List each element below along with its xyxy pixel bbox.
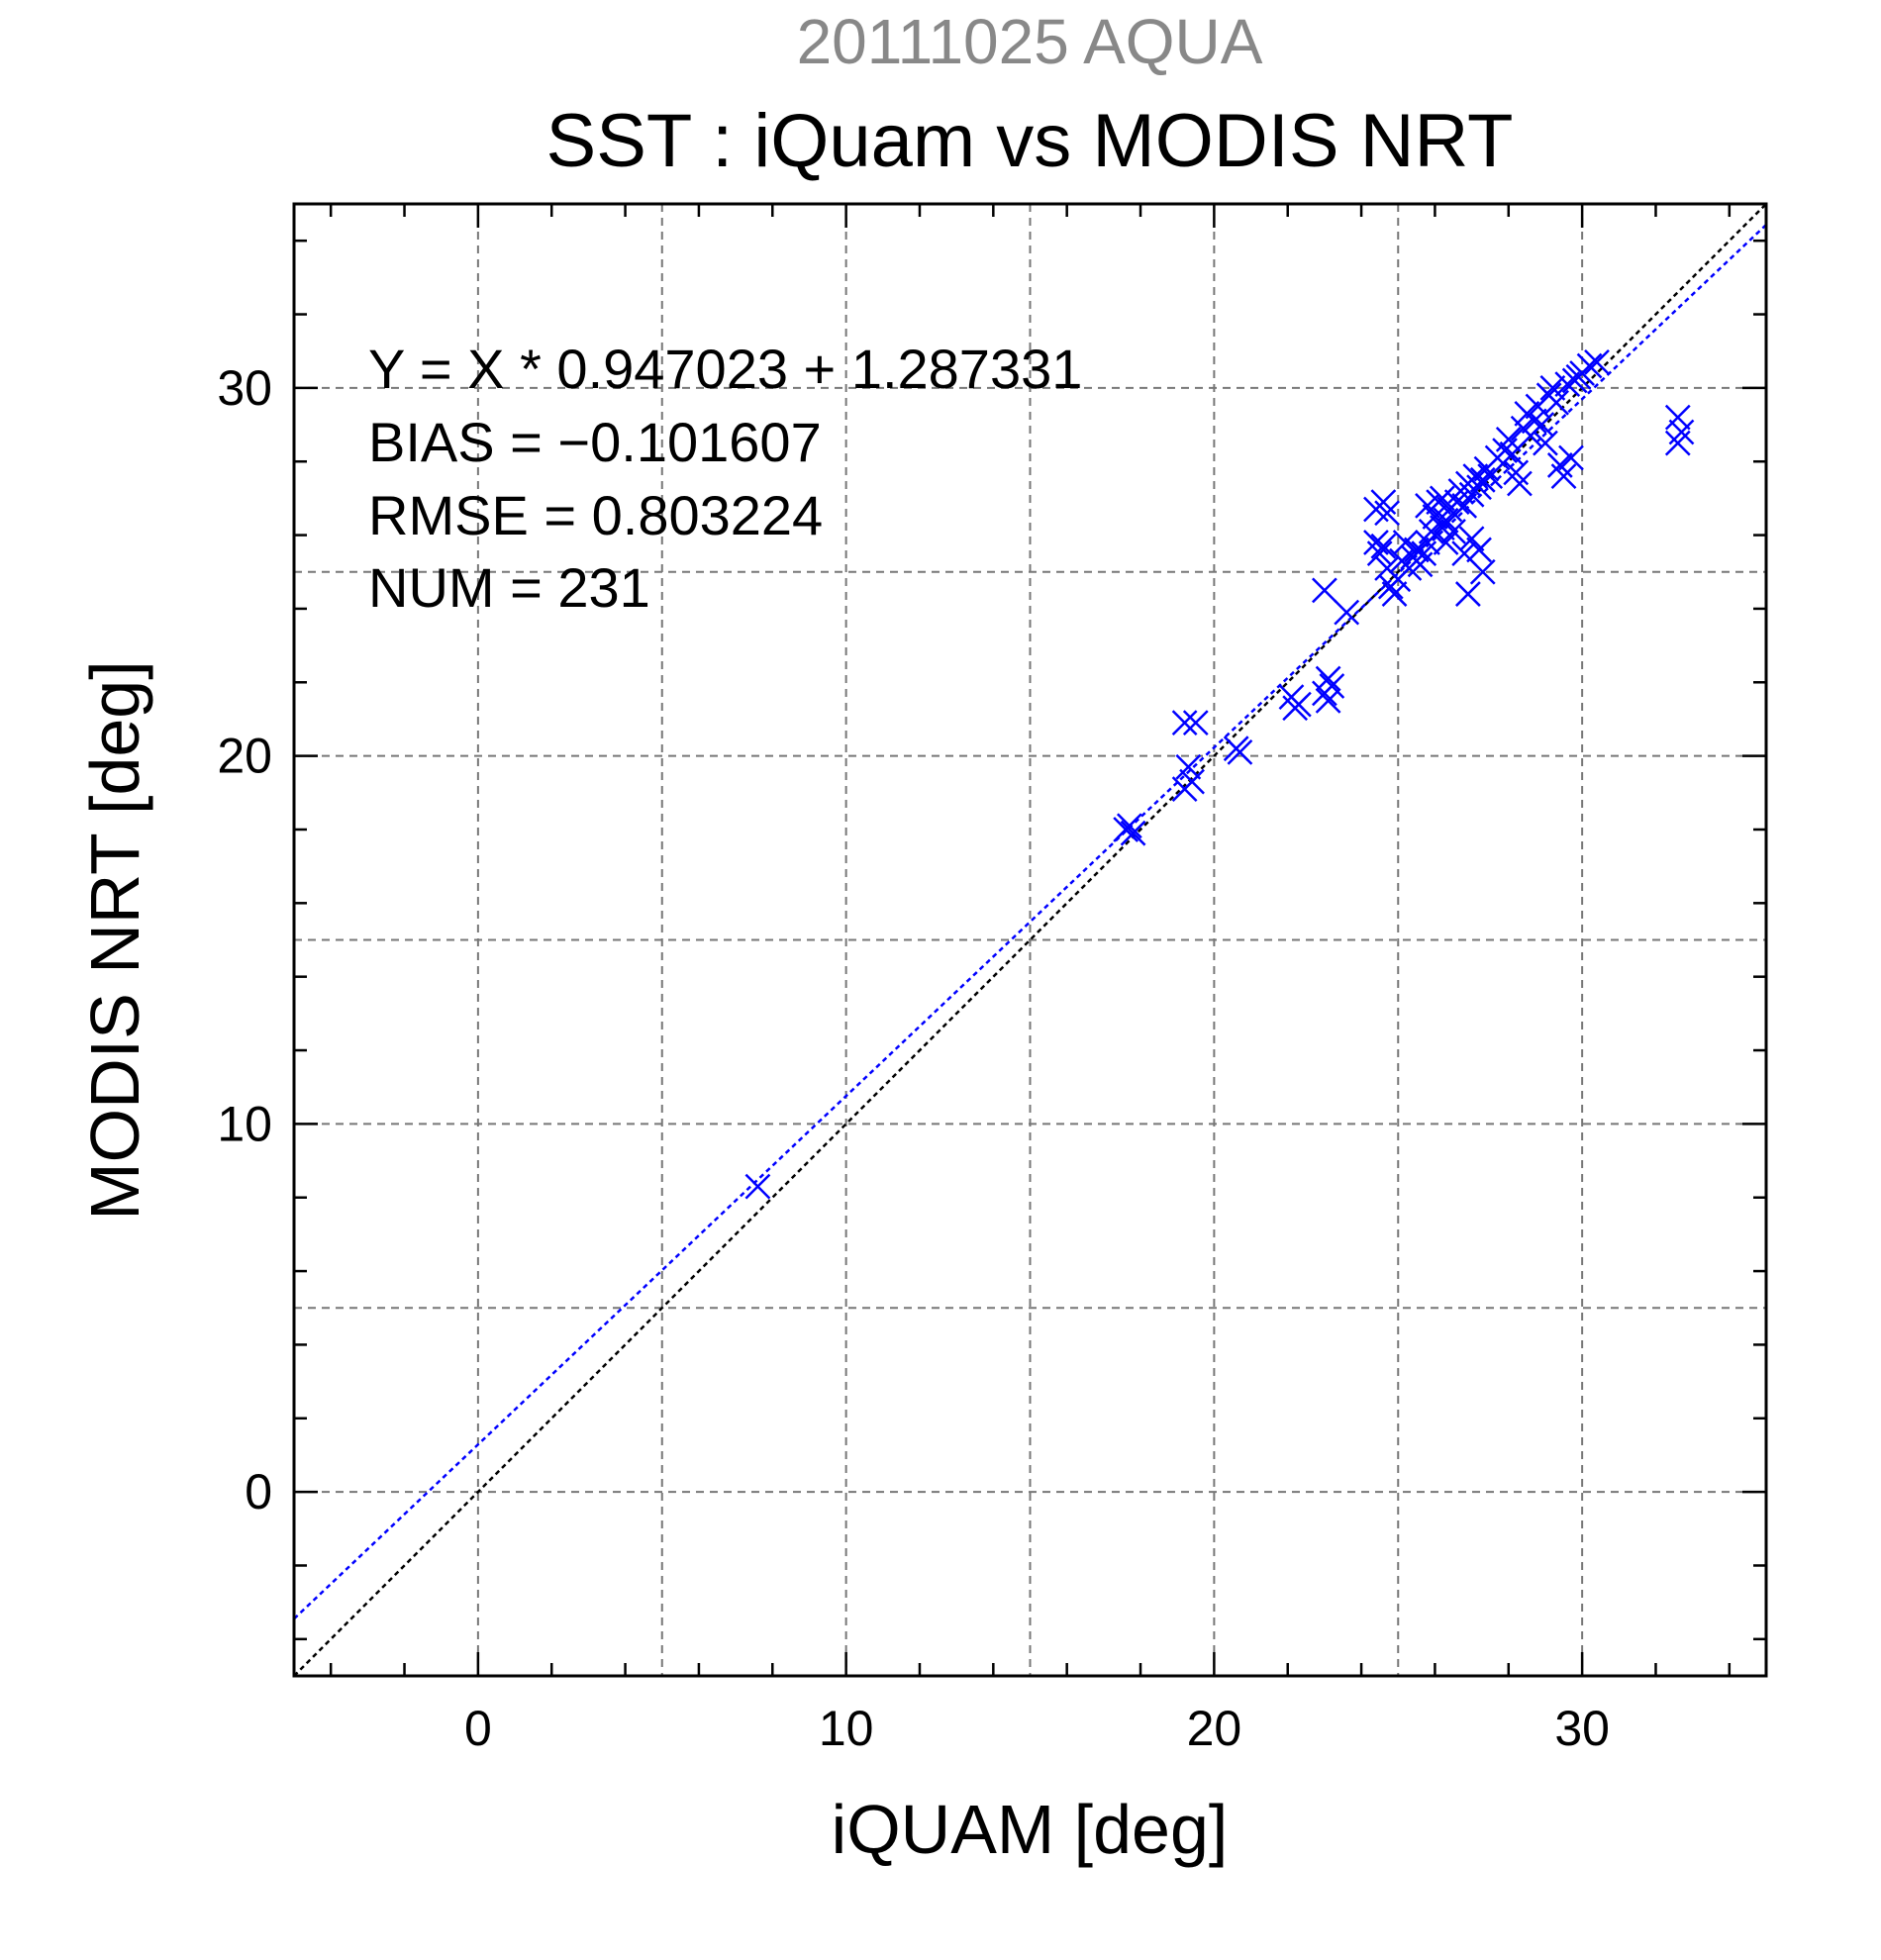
x-tick-label: 20 <box>1187 1701 1242 1756</box>
data-point <box>1182 710 1209 736</box>
grid-lines <box>294 204 1766 1676</box>
rmse-value: RMSE = 0.803224 <box>368 484 823 546</box>
data-point <box>1315 665 1341 692</box>
data-point <box>1315 687 1341 714</box>
data-point <box>1334 599 1360 626</box>
chart-date-title: 20111025 AQUA <box>797 6 1263 77</box>
data-point <box>1539 374 1566 401</box>
data-point <box>1584 348 1610 375</box>
plot-frame <box>292 202 1768 1678</box>
x-axis-title: iQUAM [deg] <box>832 1791 1229 1868</box>
data-point <box>1543 389 1569 416</box>
data-point <box>1116 813 1142 839</box>
data-point <box>1403 537 1430 563</box>
data-point <box>1529 412 1555 438</box>
data-point <box>1495 427 1522 452</box>
data-point <box>1664 404 1691 431</box>
data-point <box>1576 352 1603 379</box>
data-point <box>1558 444 1584 471</box>
data-point <box>1285 691 1312 718</box>
data-point <box>1458 526 1485 552</box>
x-tick-label: 10 <box>819 1701 874 1756</box>
data-point <box>1392 530 1419 555</box>
data-point <box>1466 537 1492 563</box>
num-value: NUM = 231 <box>368 556 650 619</box>
y-tick-label: 10 <box>217 1096 272 1151</box>
bias-value: BIAS = −0.101607 <box>368 411 822 473</box>
data-point <box>1521 408 1547 435</box>
data-point <box>1366 540 1393 567</box>
data-point <box>1227 739 1253 765</box>
data-point <box>1175 753 1202 780</box>
data-point <box>1171 710 1198 736</box>
axis-ticks <box>294 204 1766 1676</box>
y-tick-label: 20 <box>217 729 272 784</box>
statistics-box: Y = X * 0.947023 + 1.287331 BIAS = −0.10… <box>368 338 1082 619</box>
data-points <box>744 348 1695 1200</box>
data-point <box>1554 371 1581 398</box>
data-point <box>1451 492 1478 519</box>
data-point <box>1507 470 1533 497</box>
data-point <box>1381 581 1408 607</box>
data-point <box>1179 768 1205 795</box>
data-point <box>744 1173 771 1200</box>
y-axis-title: MODIS NRT [deg] <box>76 660 153 1220</box>
data-point <box>1469 558 1496 585</box>
data-point <box>1120 820 1146 846</box>
y-tick-label: 30 <box>217 360 272 416</box>
data-point <box>1454 581 1481 607</box>
data-point <box>1664 430 1691 456</box>
chart-title: SST : iQuam vs MODIS NRT <box>546 99 1514 183</box>
data-point <box>1550 463 1577 489</box>
data-point <box>1477 463 1504 489</box>
data-point <box>1374 500 1400 527</box>
data-point <box>1433 530 1459 555</box>
x-tick-label: 30 <box>1554 1701 1610 1756</box>
y-tick-label: 0 <box>245 1464 272 1519</box>
fit-equation: Y = X * 0.947023 + 1.287331 <box>368 338 1082 400</box>
data-point <box>1370 533 1397 559</box>
data-point <box>1440 518 1466 544</box>
x-tick-label: 0 <box>464 1701 492 1756</box>
data-point <box>1429 485 1455 512</box>
data-point <box>1533 430 1558 456</box>
tick-labels: 0 10 20 30 0 10 20 30 <box>217 360 1610 1756</box>
data-point <box>1319 673 1345 699</box>
data-point <box>1312 577 1337 604</box>
